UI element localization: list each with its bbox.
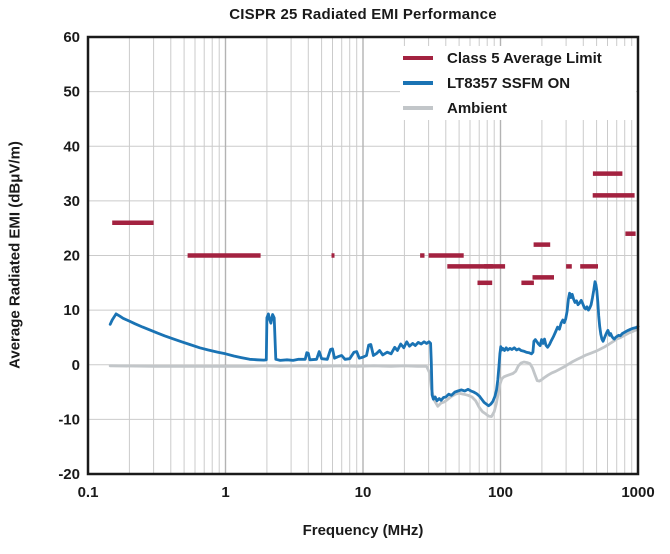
y-tick-label: 40 bbox=[63, 138, 80, 155]
ambient-curve bbox=[108, 327, 640, 418]
x-tick-label: 1000 bbox=[621, 484, 654, 501]
y-axis-label: Average Radiated EMI (dBμV/m) bbox=[6, 141, 24, 369]
y-tick-label: 0 bbox=[72, 357, 80, 374]
plot-frame bbox=[86, 35, 640, 476]
legend-swatch-ssfm-line bbox=[403, 81, 433, 85]
y-tick-label: 10 bbox=[63, 302, 80, 319]
x-tick-label: 1 bbox=[221, 484, 229, 501]
x-tick-label: 0.1 bbox=[78, 484, 99, 501]
legend-label: Class 5 Average Limit bbox=[447, 49, 602, 67]
y-tick-label: 60 bbox=[63, 29, 80, 46]
legend-swatch-limit-line bbox=[403, 56, 433, 60]
ssfm-on-curve bbox=[108, 280, 640, 408]
legend-label: LT8357 SSFM ON bbox=[447, 74, 571, 92]
x-axis-label: Frequency (MHz) bbox=[302, 522, 424, 539]
legend-item-ssfm-on: LT8357 SSFM ON bbox=[400, 72, 636, 94]
y-tick-label: -20 bbox=[58, 466, 80, 483]
legend-swatch-ambient-line bbox=[403, 106, 433, 110]
legend-label: Ambient bbox=[447, 99, 507, 117]
y-tick-label: -10 bbox=[58, 411, 80, 428]
x-tick-label: 10 bbox=[355, 484, 372, 501]
chart-legend: Class 5 Average Limit LT8357 SSFM ON Amb… bbox=[400, 46, 636, 120]
y-tick-label: 30 bbox=[63, 193, 80, 210]
y-tick-label: 50 bbox=[63, 84, 80, 101]
legend-item-class5-limit: Class 5 Average Limit bbox=[400, 47, 636, 69]
legend-item-ambient: Ambient bbox=[400, 97, 636, 119]
x-tick-label: 100 bbox=[488, 484, 513, 501]
chart-title: CISPR 25 Radiated EMI Performance bbox=[229, 6, 497, 23]
y-tick-label: 20 bbox=[63, 248, 80, 265]
